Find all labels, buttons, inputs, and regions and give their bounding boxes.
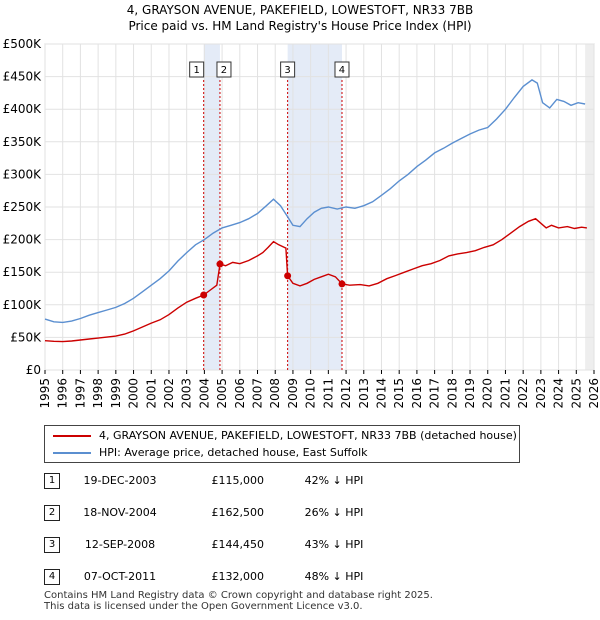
x-tick-label: 1999 bbox=[109, 378, 123, 409]
x-tick-label: 2021 bbox=[498, 378, 512, 409]
x-tick-label: 1998 bbox=[91, 378, 105, 409]
y-tick-label: £250K bbox=[3, 200, 43, 214]
series-line bbox=[44, 79, 586, 324]
price-chart: £0 £50K £100K £150K £200K £250K £300K £350K £400… bbox=[3, 37, 600, 409]
x-tick-label: 2013 bbox=[357, 378, 371, 409]
x-tick-label: 2010 bbox=[304, 378, 318, 409]
sale-label-box bbox=[334, 61, 350, 78]
sale-label: 4 bbox=[339, 65, 345, 76]
sale-price: £162,500 bbox=[211, 506, 265, 519]
y-tick-label: £500K bbox=[3, 37, 43, 51]
legend-label-property: 4, GRAYSON AVENUE, PAKEFIELD, LOWESTOFT,… bbox=[99, 429, 517, 442]
series-line bbox=[44, 217, 587, 343]
sale-point bbox=[284, 272, 292, 280]
x-tick-label: 2008 bbox=[268, 378, 282, 409]
sale-hpi-diff: 42% ↓ HPI bbox=[304, 474, 364, 487]
chart-subtitle: Price paid vs. HM Land Registry's House … bbox=[128, 19, 472, 33]
x-tick-label: 2017 bbox=[428, 378, 442, 409]
x-tick-label: 2009 bbox=[286, 378, 300, 409]
x-tick-label: 2004 bbox=[197, 378, 211, 409]
x-tick-label: 2000 bbox=[127, 378, 141, 409]
legend-swatch-property bbox=[53, 435, 91, 437]
x-tick-label: 2018 bbox=[445, 378, 459, 409]
y-tick-label: £400K bbox=[3, 102, 43, 116]
footer-licence: This data is licensed under the Open Gov… bbox=[44, 601, 363, 612]
x-tick-label: 2002 bbox=[162, 378, 176, 409]
x-tick-label: 1996 bbox=[56, 378, 70, 409]
chart-title: 4, GRAYSON AVENUE, PAKEFIELD, LOWESTOFT,… bbox=[126, 3, 474, 17]
x-tick-label: 1995 bbox=[38, 378, 52, 409]
x-tick-label: 2019 bbox=[463, 378, 477, 409]
sale-price: £144,450 bbox=[211, 538, 265, 551]
sale-label-box bbox=[216, 61, 232, 78]
x-tick-label: 2023 bbox=[534, 378, 548, 409]
y-tick-label: £200K bbox=[3, 233, 43, 247]
sale-label: 3 bbox=[284, 65, 290, 76]
x-tick-label: 2011 bbox=[321, 378, 335, 409]
x-tick-label: 2024 bbox=[552, 378, 566, 409]
sale-date: 07-OCT-2011 bbox=[83, 570, 157, 583]
sale-date: 18-NOV-2004 bbox=[83, 506, 157, 519]
table-row: 3 12-SEP-2008 £144,450 43% ↓ HPI bbox=[44, 536, 444, 556]
y-tick-label: £450K bbox=[3, 70, 43, 84]
table-row: 1 19-DEC-2003 £115,000 42% ↓ HPI bbox=[44, 472, 444, 492]
sale-label-box bbox=[280, 61, 296, 78]
sale-number: 2 bbox=[44, 505, 60, 521]
legend-label-hpi: HPI: Average price, detached house, East… bbox=[99, 446, 368, 459]
sale-number: 3 bbox=[44, 537, 60, 553]
x-tick-label: 1997 bbox=[73, 378, 87, 409]
y-tick-label: £150K bbox=[3, 265, 43, 279]
sale-point bbox=[216, 260, 224, 268]
y-tick-label: £0 bbox=[26, 363, 41, 377]
x-tick-label: 2006 bbox=[233, 378, 247, 409]
sale-number: 4 bbox=[44, 569, 60, 585]
table-row: 4 07-OCT-2011 £132,000 48% ↓ HPI bbox=[44, 568, 444, 588]
x-tick-label: 2007 bbox=[251, 378, 265, 409]
x-tick-label: 2012 bbox=[339, 378, 353, 409]
y-tick-label: £300K bbox=[3, 167, 43, 181]
x-tick-label: 2003 bbox=[180, 378, 194, 409]
y-tick-label: £100K bbox=[3, 298, 43, 312]
sale-price: £132,000 bbox=[211, 570, 265, 583]
y-tick-label: £350K bbox=[3, 135, 43, 149]
sale-label-box bbox=[189, 61, 205, 78]
x-tick-label: 2020 bbox=[481, 378, 495, 409]
x-tick-label: 2015 bbox=[392, 378, 406, 409]
sale-label: 2 bbox=[221, 65, 227, 76]
sale-point bbox=[338, 280, 346, 288]
legend-swatch-hpi bbox=[53, 452, 91, 454]
footer: Contains HM Land Registry data © Crown c… bbox=[44, 590, 433, 612]
x-tick-label: 2022 bbox=[516, 378, 530, 409]
sale-hpi-diff: 48% ↓ HPI bbox=[304, 570, 364, 583]
x-tick-label: 2016 bbox=[410, 378, 424, 409]
footer-copyright: Contains HM Land Registry data © Crown c… bbox=[44, 590, 433, 601]
sale-date: 12-SEP-2008 bbox=[84, 538, 156, 551]
table-row: 2 18-NOV-2004 £162,500 26% ↓ HPI bbox=[44, 504, 444, 524]
sale-label: 1 bbox=[193, 65, 199, 76]
sale-number: 1 bbox=[44, 473, 60, 489]
y-tick-label: £50K bbox=[10, 330, 42, 344]
legend: 4, GRAYSON AVENUE, PAKEFIELD, LOWESTOFT,… bbox=[44, 425, 520, 463]
sale-date: 19-DEC-2003 bbox=[83, 474, 157, 487]
sale-price: £115,000 bbox=[211, 474, 265, 487]
x-tick-label: 2026 bbox=[587, 378, 600, 409]
sale-hpi-diff: 43% ↓ HPI bbox=[304, 538, 364, 551]
sale-hpi-diff: 26% ↓ HPI bbox=[304, 506, 364, 519]
x-tick-label: 2005 bbox=[215, 378, 229, 409]
x-tick-label: 2025 bbox=[569, 378, 583, 409]
x-tick-label: 2014 bbox=[374, 378, 388, 409]
sale-point bbox=[200, 291, 208, 299]
x-tick-label: 2001 bbox=[144, 378, 158, 409]
